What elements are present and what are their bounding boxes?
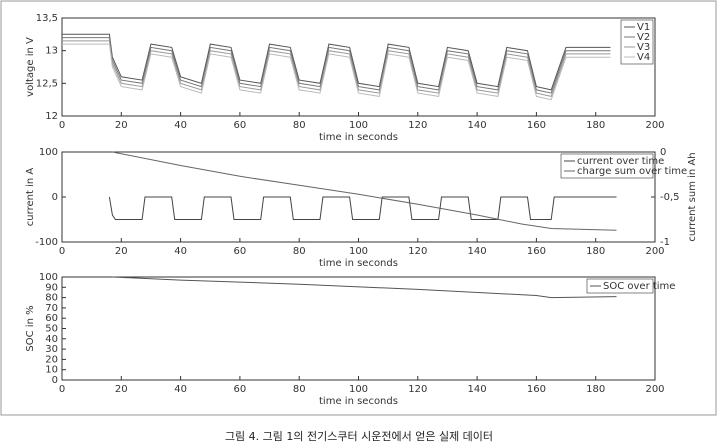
x-tick-label: 80 xyxy=(293,246,306,257)
legend-box xyxy=(586,278,654,294)
y-tick-label: 20 xyxy=(45,354,58,365)
x-tick-label: 100 xyxy=(349,384,368,395)
y-tick-label: 12 xyxy=(45,111,58,122)
x-tick-label: 20 xyxy=(115,246,128,257)
x-tick-label: 140 xyxy=(468,120,487,131)
x-tick-label: 180 xyxy=(586,120,605,131)
x-tick-label: 20 xyxy=(115,120,128,131)
x-tick-label: 40 xyxy=(174,120,187,131)
y-tick-label: 10 xyxy=(45,365,58,376)
x-tick-label: 60 xyxy=(234,246,247,257)
y-axis-label: current in A xyxy=(25,168,36,227)
x-tick-label: 200 xyxy=(645,120,664,131)
x-tick-label: 40 xyxy=(174,384,187,395)
caption: 그림 4. 그림 1의 전기스쿠터 시운전에서 얻은 실제 데이터 xyxy=(225,430,493,443)
x-tick-label: 0 xyxy=(59,384,65,395)
legend-label: V1 xyxy=(637,22,650,33)
series-line xyxy=(62,43,611,101)
y-axis-label: SOC in % xyxy=(25,305,36,351)
y2-axis-label: current sum in Ah xyxy=(687,152,698,241)
y-tick-label: 100 xyxy=(39,147,58,158)
x-tick-label: 160 xyxy=(527,246,546,257)
y-tick-label: 100 xyxy=(39,272,58,283)
x-tick-label: 180 xyxy=(586,246,605,257)
legend-label: V2 xyxy=(637,32,650,43)
series-line xyxy=(108,196,617,220)
y-tick-label: 12,5 xyxy=(36,78,58,89)
legend-label: current over time xyxy=(577,156,664,167)
y-tick-label: 90 xyxy=(45,282,58,293)
x-tick-label: 120 xyxy=(408,384,427,395)
series-line xyxy=(62,37,611,94)
x-tick-label: 20 xyxy=(115,384,128,395)
x-tick-label: 180 xyxy=(586,384,605,395)
legend-label: charge sum over time xyxy=(577,166,687,177)
y-tick-label: 13 xyxy=(45,46,58,57)
x-tick-label: 100 xyxy=(349,246,368,257)
y-tick-label: 40 xyxy=(45,334,58,345)
x-tick-label: 0 xyxy=(59,246,65,257)
series-line xyxy=(62,33,611,91)
y-tick-label: 0 xyxy=(52,192,58,203)
axes-box xyxy=(61,17,656,117)
x-tick-label: 60 xyxy=(234,384,247,395)
x-tick-label: 40 xyxy=(174,246,187,257)
legend-label: V4 xyxy=(637,52,650,63)
y-tick-label: 0 xyxy=(52,375,58,386)
axes-box xyxy=(61,276,656,381)
legend-label: SOC over time xyxy=(603,281,675,292)
legend-label: V3 xyxy=(637,42,650,53)
series-line xyxy=(112,276,617,299)
x-tick-label: 140 xyxy=(468,384,487,395)
figure-frame xyxy=(0,0,717,416)
y-tick-label: 50 xyxy=(45,324,58,335)
y-tick-label: 70 xyxy=(45,303,58,314)
y2-tick-label: -1 xyxy=(660,237,670,248)
x-axis-label: time in seconds xyxy=(319,132,398,143)
x-tick-label: 100 xyxy=(349,120,368,131)
x-tick-label: 0 xyxy=(59,120,65,131)
x-tick-label: 120 xyxy=(408,246,427,257)
x-tick-label: 200 xyxy=(645,384,664,395)
series-line xyxy=(62,40,611,97)
x-axis-label: time in seconds xyxy=(319,258,398,269)
series-line xyxy=(112,151,617,231)
x-tick-label: 60 xyxy=(234,120,247,131)
x-tick-label: 160 xyxy=(527,120,546,131)
x-tick-label: 80 xyxy=(293,384,306,395)
x-tick-label: 80 xyxy=(293,120,306,131)
y2-tick-label: -0,5 xyxy=(660,192,680,203)
y-axis-label: voltage in V xyxy=(25,37,36,97)
x-tick-label: 140 xyxy=(468,246,487,257)
y-tick-label: 13,5 xyxy=(36,13,58,24)
y-tick-label: 80 xyxy=(45,293,58,304)
x-tick-label: 160 xyxy=(527,384,546,395)
x-tick-label: 120 xyxy=(408,120,427,131)
x-tick-label: 200 xyxy=(645,246,664,257)
y2-tick-label: 0 xyxy=(660,147,666,158)
y-tick-label: 60 xyxy=(45,313,58,324)
legend-box xyxy=(560,153,654,179)
y-tick-label: 30 xyxy=(45,344,58,355)
x-axis-label: time in seconds xyxy=(319,396,398,407)
y-tick-label: -100 xyxy=(35,237,58,248)
